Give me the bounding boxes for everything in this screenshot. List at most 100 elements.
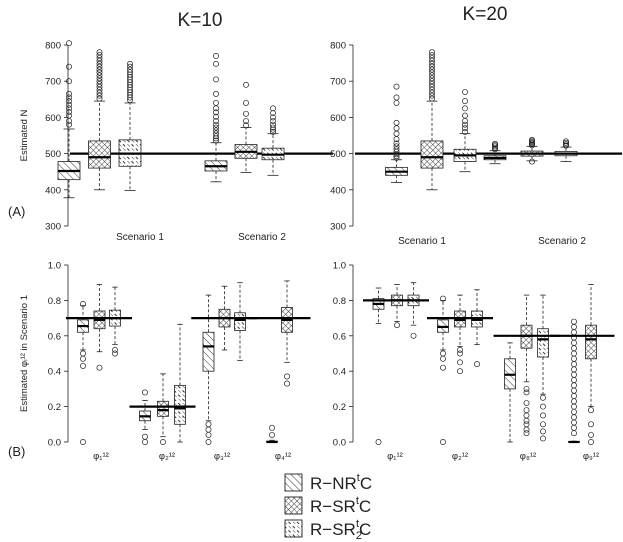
outlier-point bbox=[563, 139, 569, 146]
y-tick-label: 0.2 bbox=[48, 402, 61, 413]
outlier-point bbox=[563, 141, 569, 148]
outlier-point bbox=[243, 122, 249, 129]
outlier-point bbox=[112, 350, 118, 357]
outlier-point bbox=[540, 421, 546, 428]
box-cross bbox=[520, 294, 533, 437]
outlier-point bbox=[440, 350, 446, 357]
outlier-point bbox=[457, 368, 463, 375]
y-axis-label: Estimated N bbox=[19, 109, 30, 161]
group-label: φ₁¹² bbox=[387, 451, 403, 462]
y-axis-label: Estimated φᵢ¹² in Scenario 1 bbox=[19, 295, 30, 412]
box-dash bbox=[554, 138, 578, 162]
outlier-point bbox=[213, 113, 219, 120]
outlier-point bbox=[440, 439, 446, 445]
box-cross bbox=[585, 284, 597, 445]
outlier-point bbox=[393, 146, 400, 153]
outlier-point bbox=[571, 366, 577, 373]
y-tick-label: 0.6 bbox=[48, 331, 61, 342]
outlier-point bbox=[571, 339, 577, 346]
group-label: φ₁¹² bbox=[93, 451, 109, 462]
outlier-point bbox=[571, 419, 577, 426]
outlier-point bbox=[588, 421, 594, 428]
outlier-point bbox=[474, 361, 480, 368]
outlier-point bbox=[571, 424, 577, 431]
outlier-point bbox=[540, 412, 546, 419]
outlier-point bbox=[523, 417, 530, 424]
outlier-point bbox=[205, 439, 212, 445]
outlier-point bbox=[205, 426, 212, 433]
group-label: φ₉¹² bbox=[583, 451, 599, 462]
outlier-point bbox=[429, 75, 435, 82]
box-diag bbox=[266, 424, 278, 444]
outlier-point bbox=[96, 69, 103, 76]
plot-area: 300 400 500 600 700 800 Estimated N Scenario 1 S… bbox=[19, 40, 622, 462]
outlier-point bbox=[571, 324, 577, 330]
outlier-point bbox=[462, 89, 468, 96]
outlier-point bbox=[96, 86, 103, 93]
outlier-point bbox=[80, 350, 86, 357]
outlier-point bbox=[96, 81, 103, 88]
outlier-point bbox=[571, 371, 577, 378]
outlier-point bbox=[80, 300, 86, 307]
y-tick-label: 1.0 bbox=[333, 261, 346, 272]
outlier-point bbox=[393, 143, 400, 150]
box-cross bbox=[281, 280, 293, 387]
y-tick-label: 400 bbox=[45, 185, 61, 196]
outlier-point bbox=[393, 119, 400, 126]
group-label: φ₈¹² bbox=[520, 451, 536, 462]
outlier-point bbox=[523, 385, 530, 392]
box-iqr bbox=[88, 140, 111, 169]
legend-swatch bbox=[284, 519, 303, 538]
outlier-point bbox=[270, 124, 276, 131]
y-tick-label: 0.8 bbox=[333, 296, 346, 307]
outlier-point bbox=[127, 60, 133, 67]
outlier-point bbox=[571, 393, 577, 399]
outlier-point bbox=[523, 400, 530, 407]
outlier-point bbox=[492, 140, 498, 147]
panel-b10: 0.0 0.2 0.4 0.6 0.8 1.0 Estimated φᵢ¹² in Scen… bbox=[19, 261, 311, 462]
outlier-point bbox=[571, 382, 577, 389]
panel-a10: 300 400 500 600 700 800 Estimated N Scenario 1 S… bbox=[19, 40, 333, 243]
y-tick-label: 0.4 bbox=[48, 367, 61, 378]
outlier-point bbox=[571, 387, 577, 394]
outlier-point bbox=[462, 98, 468, 105]
legend-label: R−SRtC bbox=[310, 495, 371, 516]
outlier-point bbox=[96, 84, 103, 90]
group-label: φ₂¹² bbox=[452, 451, 468, 462]
outlier-point bbox=[540, 394, 546, 401]
outlier-point bbox=[243, 99, 249, 106]
box-cross bbox=[157, 373, 169, 445]
legend-item-diag: R−NRtC bbox=[284, 472, 372, 493]
box-dash bbox=[537, 294, 549, 442]
outlier-point bbox=[205, 421, 212, 428]
outlier-point bbox=[66, 105, 72, 112]
outlier-point bbox=[213, 124, 219, 131]
y-tick-label: 1.0 bbox=[48, 261, 61, 272]
outlier-point bbox=[66, 101, 72, 108]
y-tick-label: 600 bbox=[45, 113, 61, 124]
outlier-point bbox=[571, 318, 577, 325]
outlier-point bbox=[571, 398, 577, 405]
outlier-point bbox=[243, 81, 249, 88]
outlier-point bbox=[66, 40, 72, 47]
outlier-point bbox=[96, 364, 103, 371]
outlier-point bbox=[269, 431, 275, 438]
y-tick-label: 0.0 bbox=[48, 438, 61, 449]
box-diag bbox=[437, 295, 449, 445]
outlier-point bbox=[571, 329, 577, 336]
outlier-point bbox=[284, 373, 290, 380]
outlier-point bbox=[393, 125, 400, 132]
box-cross bbox=[420, 49, 444, 191]
outlier-point bbox=[80, 362, 86, 369]
box-dash bbox=[174, 323, 186, 443]
box-cross bbox=[520, 136, 544, 165]
panel-b20: 0.0 0.2 0.4 0.6 0.8 1.0 φ₁¹² φ₂¹² φ₈¹² φ₉¹² bbox=[333, 261, 615, 462]
box-diag bbox=[504, 342, 516, 443]
outlier-point bbox=[529, 136, 535, 143]
outlier-point bbox=[588, 439, 594, 445]
outlier-point bbox=[243, 118, 249, 124]
y-tick-label: 0.8 bbox=[48, 296, 61, 307]
box-diag bbox=[57, 40, 81, 199]
